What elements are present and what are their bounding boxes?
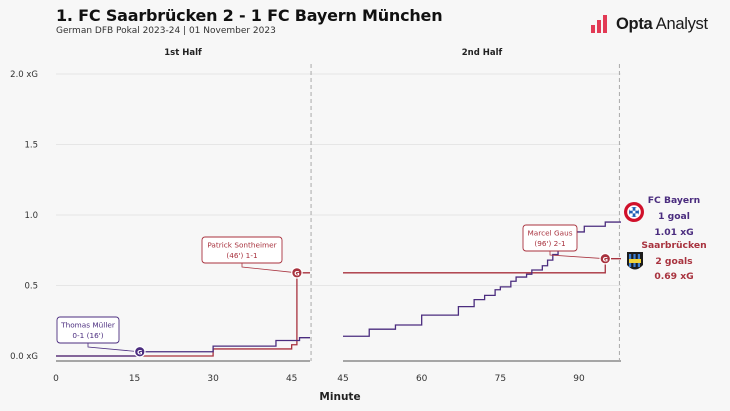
- crest-diamond: [635, 208, 639, 211]
- x-tick-label: 90: [573, 374, 585, 384]
- goal-scorer-name: Marcel Gaus: [527, 229, 572, 238]
- goal-scorer-name: Thomas Müller: [60, 321, 115, 330]
- panel-title: 2nd Half: [462, 48, 503, 58]
- crest-diamond: [635, 213, 639, 217]
- y-tick-label: 0.5: [24, 282, 38, 292]
- y-tick-label: 1.0: [24, 211, 38, 221]
- goal-marker: [599, 252, 612, 265]
- goal-marker-label: G: [137, 348, 142, 356]
- series-line-saarbrucken: [56, 272, 310, 357]
- crest-band: [629, 259, 641, 263]
- series-line-bayern: [343, 221, 621, 337]
- goal-detail: (96') 2-1: [534, 239, 565, 248]
- end-label-name: Saarbrücken: [641, 240, 706, 251]
- panel-title: 1st Half: [164, 48, 202, 58]
- end-label-total-goals-label: 2 goals: [655, 256, 693, 267]
- brand-name: Opta Analyst: [616, 15, 708, 34]
- page-subtitle: German DFB Pokal 2023-24 | 01 November 2…: [56, 26, 276, 36]
- x-tick-label: 75: [495, 374, 506, 384]
- y-tick-label: 2.0 xG: [10, 70, 38, 80]
- goal-callout-box: [56, 316, 120, 344]
- crest-diamond: [630, 213, 633, 217]
- x-tick-label: 0: [53, 374, 59, 384]
- goal-annotation: Marcel Gaus(96') 2-1 G: [522, 224, 612, 265]
- end-label-total-goals-label: 1 goal: [658, 211, 690, 222]
- goal-marker-label: G: [603, 255, 608, 263]
- goal-scorer-name: Patrick Sontheimer: [207, 241, 276, 250]
- end-label-total-xg-label: 1.01 xG: [654, 227, 693, 238]
- goal-marker: [133, 345, 146, 358]
- end-label-total-xg-label: 0.69 xG: [654, 271, 693, 282]
- crest-diamond: [630, 208, 633, 211]
- bayern-crest-icon: [624, 202, 644, 222]
- y-tick-label: 0.0 xG: [10, 352, 38, 362]
- x-tick-label: 45: [286, 374, 297, 384]
- callout-leader: [549, 251, 606, 260]
- crest-diamond: [632, 210, 636, 214]
- brand-name-light: Analyst: [652, 14, 708, 33]
- opta-bars-icon: [591, 15, 607, 33]
- y-tick-label: 1.5: [24, 141, 38, 151]
- goal-detail: 0-1 (16'): [72, 331, 103, 340]
- saarbrucken-crest-icon: [627, 252, 643, 270]
- goal-callout-box: [201, 236, 283, 264]
- series-line-saarbrucken: [343, 258, 621, 274]
- brand-name-bold: Opta: [616, 14, 653, 33]
- callout-leader: [241, 263, 297, 274]
- goal-detail: (46') 1-1: [226, 251, 257, 260]
- goal-marker: [291, 267, 303, 279]
- x-tick-label: 45: [337, 374, 348, 384]
- brand-logo: Opta Analyst: [590, 12, 708, 36]
- goal-annotation: Patrick Sontheimer(46') 1-1 G: [201, 236, 303, 279]
- end-label-name: FC Bayern: [648, 195, 700, 206]
- x-tick-label: 60: [416, 374, 428, 384]
- x-tick-label: 15: [129, 374, 140, 384]
- callout-leader: [87, 343, 140, 353]
- goal-callout-box: [522, 224, 578, 252]
- page-title: 1. FC Saarbrücken 2 - 1 FC Bayern Münche…: [56, 6, 443, 25]
- x-tick-label: 30: [207, 374, 219, 384]
- goal-marker-label: G: [294, 269, 299, 277]
- x-axis-label: Minute: [319, 391, 360, 403]
